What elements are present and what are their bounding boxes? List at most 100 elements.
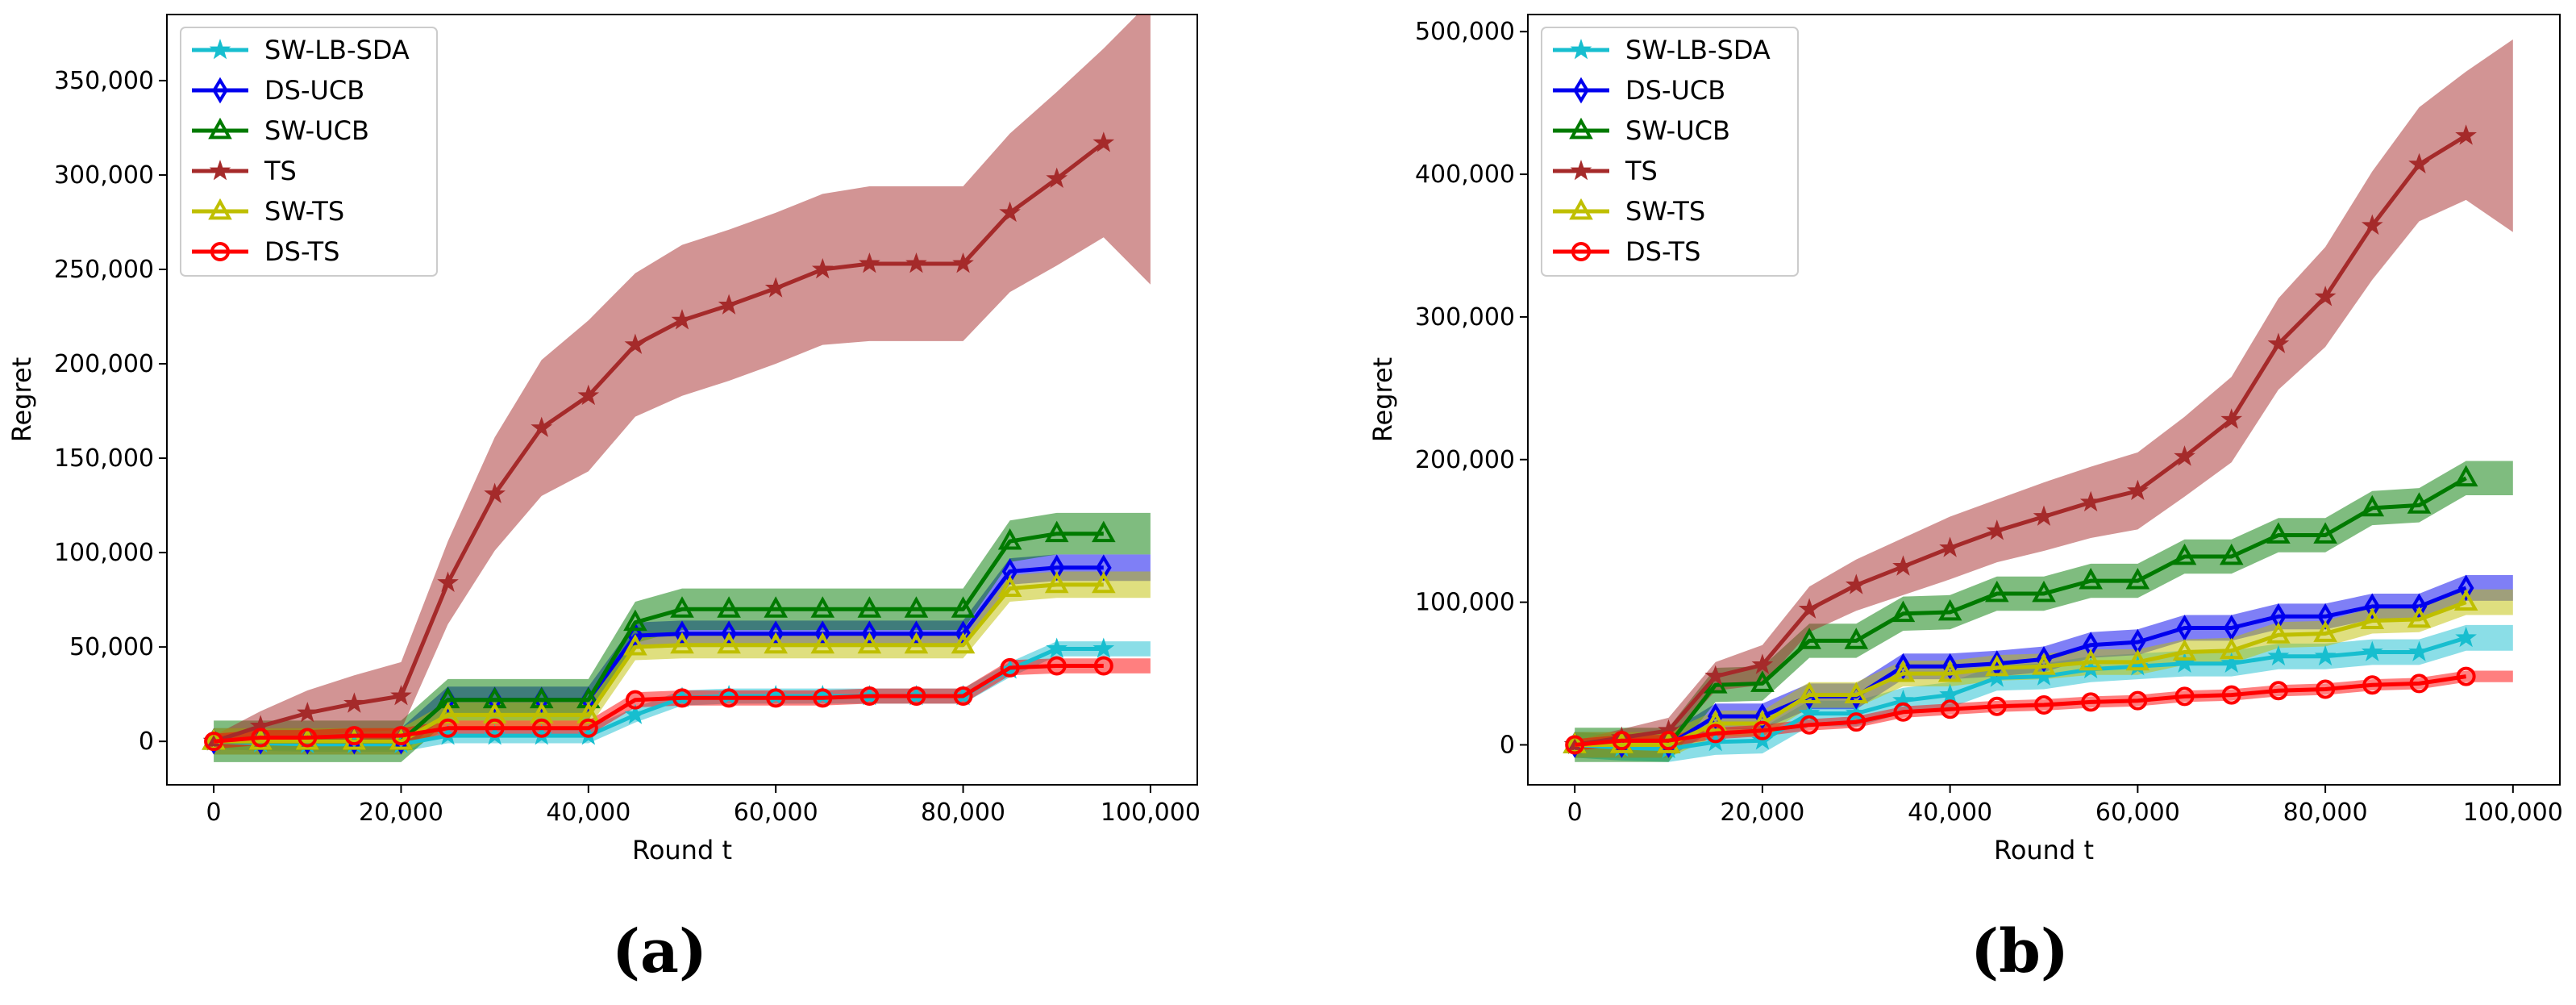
marker-sw-lb-sda: [2361, 640, 2383, 661]
marker-ts: [1092, 131, 1115, 152]
marker-ts: [859, 252, 880, 273]
marker-sw-ucb: [2219, 543, 2244, 565]
marker-ts: [2361, 214, 2383, 236]
marker-ds-ts: [625, 690, 645, 710]
y-tick-label: 150,000: [54, 444, 154, 473]
marker-sw-ucb: [1985, 580, 2009, 603]
marker-ds-ts: [578, 718, 598, 738]
marker-ts: [484, 482, 506, 503]
marker-sw-ucb: [1937, 598, 1962, 621]
marker-ts: [2174, 445, 2195, 466]
marker-ds-ts: [298, 728, 318, 748]
marker-sw-ts: [904, 632, 929, 654]
marker-sw-ts: [1092, 571, 1116, 594]
marker-ds-ts: [953, 686, 973, 706]
legend-marker-sw-ts: [1569, 198, 1593, 220]
x-tick-label: 20,000: [1720, 799, 1804, 827]
marker-ds-ucb: [1895, 653, 1912, 680]
legend-marker-sw-ts: [208, 198, 232, 220]
marker-sw-ucb: [1750, 670, 1775, 692]
panel-label: (b): [1970, 917, 2069, 986]
marker-ds-ts: [2034, 694, 2054, 715]
marker-ds-ts: [344, 726, 364, 746]
marker-sw-lb-sda: [2220, 652, 2243, 673]
legend-label-sw-ucb: SW-UCB: [264, 115, 369, 146]
marker-sw-ucb: [670, 596, 694, 618]
line-sw-ts: [1575, 600, 2467, 747]
x-tick-label: 80,000: [2283, 799, 2368, 827]
marker-sw-ts: [951, 632, 976, 654]
marker-sw-ucb: [2079, 568, 2103, 590]
marker-ds-ts: [2268, 681, 2288, 701]
marker-sw-ts: [576, 702, 601, 724]
y-tick-label: 300,000: [54, 161, 154, 190]
marker-ds-ts: [2221, 685, 2241, 705]
y-tick-label: 350,000: [54, 67, 154, 95]
legend-marker-ds-ts: [1571, 242, 1591, 261]
marker-sw-ucb: [717, 596, 741, 618]
x-tick-label: 100,000: [1101, 799, 1201, 827]
x-axis-label: Round t: [632, 835, 732, 865]
marker-ds-ts: [531, 718, 551, 738]
marker-sw-ts: [529, 702, 554, 724]
marker-ds-ts: [2456, 666, 2476, 686]
marker-sw-ts: [2219, 637, 2244, 660]
marker-ds-ts: [1658, 731, 1679, 751]
marker-sw-ts: [389, 728, 414, 750]
marker-ds-ts: [1893, 702, 1913, 722]
x-tick-label: 60,000: [734, 799, 818, 827]
line-sw-lb-sda: [1575, 636, 2467, 752]
plot-area: [1563, 39, 2513, 762]
marker-sw-ts: [1044, 571, 1069, 594]
marker-ds-ts: [1800, 715, 1820, 735]
legend-marker-sw-lb-sda: [1570, 38, 1592, 60]
marker-sw-ts: [295, 728, 320, 750]
marker-ds-ts: [2128, 690, 2148, 711]
y-tick-label: 400,000: [1415, 161, 1515, 189]
marker-sw-lb-sda: [2408, 640, 2430, 661]
line-sw-ts: [214, 582, 1104, 744]
y-axis-label: Regret: [6, 357, 37, 442]
marker-sw-ts: [2266, 622, 2291, 644]
marker-sw-ucb: [2125, 568, 2150, 590]
marker-sw-ts: [2172, 639, 2197, 661]
line-sw-ucb: [1575, 476, 2467, 747]
legend-marker-ts: [209, 159, 231, 181]
marker-sw-lb-sda: [1046, 637, 1068, 658]
marker-ts: [1845, 573, 1867, 594]
y-tick-label: 250,000: [54, 256, 154, 284]
x-tick-label: 0: [206, 799, 222, 827]
marker-ds-ts: [2409, 673, 2429, 694]
marker-ds-ts: [906, 686, 926, 706]
marker-ds-ts: [1000, 657, 1020, 678]
legend-marker-ds-ucb: [1573, 77, 1589, 104]
marker-sw-ucb: [997, 528, 1022, 550]
marker-ds-ts: [1752, 720, 1772, 740]
marker-sw-ts: [857, 632, 882, 654]
legend-marker-sw-lb-sda: [209, 38, 231, 60]
marker-ts: [2079, 490, 2102, 512]
marker-ts: [2220, 408, 2243, 429]
marker-ds-ts: [1612, 731, 1632, 751]
marker-sw-ts: [342, 728, 367, 750]
marker-sw-ucb: [2032, 580, 2056, 603]
marker-sw-ucb: [857, 596, 882, 618]
marker-sw-ts: [1703, 710, 1728, 732]
legend-marker-ts: [1570, 159, 1592, 181]
marker-ds-ts: [672, 688, 692, 708]
marker-sw-ts: [670, 632, 694, 654]
marker-ds-ts: [1846, 712, 1866, 732]
legend-label-ds-ts: DS-TS: [264, 236, 339, 267]
y-tick-label: 200,000: [54, 350, 154, 378]
marker-sw-ucb: [1044, 520, 1069, 543]
marker-sw-ts: [435, 702, 460, 724]
legend-label-ds-ucb: DS-UCB: [1625, 75, 1725, 106]
y-tick-label: 200,000: [1415, 446, 1515, 474]
marker-sw-ucb: [904, 596, 929, 618]
marker-sw-ts: [2079, 648, 2103, 671]
legend-label-ds-ucb: DS-UCB: [264, 75, 364, 106]
marker-sw-ts: [717, 632, 741, 654]
marker-sw-ts: [2032, 653, 2056, 675]
marker-ts: [1798, 598, 1821, 619]
marker-ts: [437, 571, 459, 592]
